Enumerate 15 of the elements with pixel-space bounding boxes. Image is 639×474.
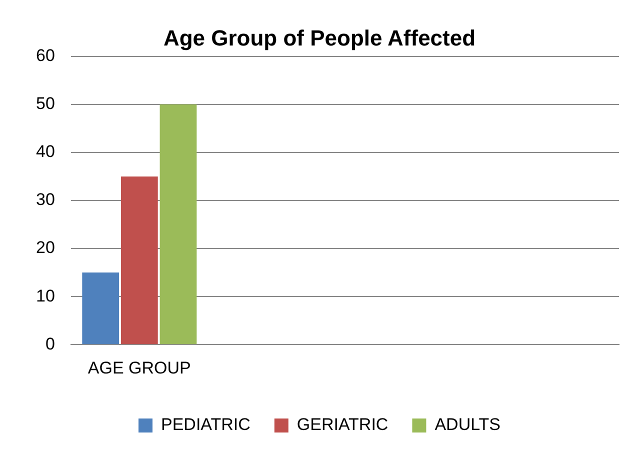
legend-label: PEDIATRIC xyxy=(160,415,250,434)
y-tick-label: 60 xyxy=(36,46,55,66)
legend-label: GERIATRIC xyxy=(296,415,388,434)
bar xyxy=(120,176,158,344)
bar xyxy=(160,104,197,344)
y-tick-label: 50 xyxy=(36,94,55,114)
x-tick-label: AGE GROUP xyxy=(88,358,191,378)
y-tick-label: 40 xyxy=(36,142,55,162)
legend-label: ADULTS xyxy=(434,415,501,434)
y-tick-label: 0 xyxy=(45,334,55,354)
y-tick-label: 10 xyxy=(36,286,55,306)
y-tick-label: 30 xyxy=(36,190,55,210)
chart-title: Age Group of People Affected xyxy=(163,25,476,50)
y-tick-label: 20 xyxy=(36,238,55,258)
bar xyxy=(82,272,120,344)
